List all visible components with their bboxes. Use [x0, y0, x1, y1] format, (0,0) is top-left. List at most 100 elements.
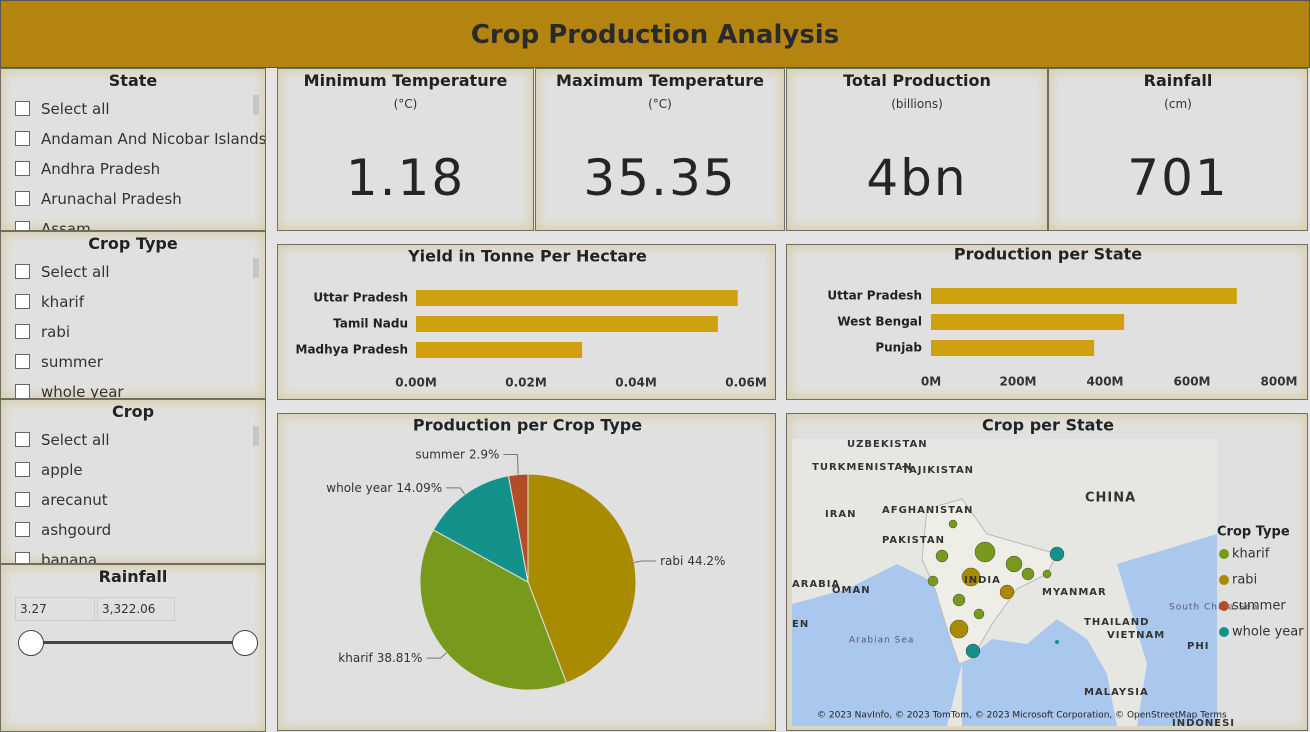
legend-marker	[1219, 549, 1229, 559]
legend-label: whole year	[1232, 625, 1304, 640]
bar	[416, 342, 583, 358]
map-label: TURKMENISTAN	[812, 462, 913, 473]
slicer-title: Crop Type	[88, 234, 178, 253]
leader-line	[503, 453, 519, 475]
slicer-item[interactable]: rabi	[15, 323, 70, 341]
slicer-item-label: kharif	[41, 293, 85, 311]
map-markers	[927, 519, 1065, 659]
data-label-category: whole year	[326, 480, 392, 494]
x-tick-label: 0.04M	[615, 376, 657, 390]
checkbox[interactable]	[15, 354, 30, 369]
checkbox[interactable]	[15, 294, 30, 309]
checkbox[interactable]	[15, 432, 30, 447]
checkbox[interactable]	[15, 324, 30, 339]
slicer-item-label: banana	[41, 551, 98, 564]
checkbox[interactable]	[15, 522, 30, 537]
slicer-item[interactable]: whole year	[15, 383, 124, 399]
scrollbar	[253, 258, 259, 278]
slicer-item[interactable]: summer	[15, 353, 103, 371]
slicer-item[interactable]: Andaman And Nicobar Islands	[15, 130, 266, 148]
range-max[interactable]: 3,322.06	[97, 597, 175, 621]
x-tick-label: 800M	[1261, 375, 1298, 389]
y-tick-label: Tamil Nadu	[333, 317, 408, 331]
checkbox[interactable]	[15, 191, 30, 206]
card-title: Rainfall	[1143, 71, 1213, 90]
x-tick-label: 600M	[1174, 375, 1211, 389]
data-label: whole year 14.09%	[326, 480, 442, 494]
slicer-item[interactable]: Assam	[15, 220, 91, 231]
slicer-item[interactable]: Andhra Pradesh	[15, 160, 160, 178]
slicer[interactable]: Crop Select all apple arecanut ashgourd banan…	[0, 399, 266, 564]
map-panel: Crop per State	[786, 413, 1308, 731]
bar-chart: Production per State 0M 200M 400M 600M 800M Ut…	[827, 245, 1298, 389]
data-label: summer 2.9%	[415, 447, 499, 461]
page-title: Crop Production Analysis	[470, 20, 840, 50]
slicer-item[interactable]: arecanut	[15, 491, 108, 509]
card: Minimum Temperature (°C) 1.18	[277, 68, 534, 231]
y-tick-label: Uttar Pradesh	[313, 291, 408, 305]
slicer-item[interactable]: kharif	[15, 293, 84, 311]
card-title: Maximum Temperature	[556, 71, 764, 90]
map-sea	[1117, 534, 1217, 726]
bar-chart: Yield in Tonne Per Hectare 0.00M 0.02M 0.04…	[296, 247, 767, 390]
slicer[interactable]: Crop Type Select all kharif rabi summer whole…	[0, 231, 266, 399]
slicer-item[interactable]: ashgourd	[15, 521, 111, 539]
slicer-item-label: Assam	[41, 220, 91, 231]
x-tick-label: 400M	[1087, 375, 1124, 389]
pie-slice	[527, 473, 637, 684]
pie-slice	[432, 475, 529, 583]
slicer-item[interactable]: apple	[15, 461, 83, 479]
slicer-item[interactable]: Arunachal Pradesh	[15, 190, 182, 208]
checkbox[interactable]	[15, 221, 30, 230]
slider-handle[interactable]	[232, 630, 258, 656]
slicer-item[interactable]: Select all	[15, 100, 110, 118]
legend-label: rabi	[1232, 573, 1257, 588]
checkbox[interactable]	[15, 264, 30, 279]
chart-title: Yield in Tonne Per Hectare	[407, 247, 647, 266]
map-label: MYANMAR	[1042, 587, 1107, 598]
slicer[interactable]: State Select all Andaman And Nicobar Islan…	[0, 68, 266, 231]
checkbox[interactable]	[15, 384, 30, 398]
scrollbar	[253, 426, 259, 446]
pie-chart: Production per Crop Type rabi 44.2% kharif 3…	[326, 416, 725, 691]
checkbox[interactable]	[15, 462, 30, 477]
slicer-item-label: whole year	[41, 383, 124, 399]
x-tick-label: 0.00M	[395, 376, 437, 390]
data-label-value: 38.81%	[377, 651, 423, 665]
y-tick-label: Madhya Pradesh	[296, 343, 409, 357]
slicer-item[interactable]: Select all	[15, 263, 110, 281]
legend-title: Crop Type	[1217, 525, 1290, 540]
slicer-item[interactable]: banana	[15, 551, 98, 564]
pie-slice	[419, 529, 568, 691]
leader-line	[446, 487, 466, 495]
card-value: 35.35	[583, 149, 737, 207]
card: Total Production (billions) 4bn	[786, 68, 1048, 231]
slider-handle[interactable]	[18, 630, 44, 656]
card-value: 701	[1127, 149, 1229, 207]
map-label: AFGHANISTAN	[882, 505, 973, 516]
legend-label: kharif	[1232, 547, 1270, 562]
checkbox[interactable]	[15, 161, 30, 176]
slicer-title: State	[108, 71, 158, 90]
checkbox[interactable]	[15, 131, 30, 146]
map-label: PHI	[1187, 641, 1209, 652]
y-tick-label: Punjab	[875, 341, 922, 355]
slicer-item-label: Andaman And Nicobar Islands	[41, 130, 266, 148]
bar	[931, 314, 1125, 330]
data-label-category: summer	[415, 447, 465, 461]
checkbox[interactable]	[15, 492, 30, 507]
slicer-item[interactable]: Select all	[15, 431, 110, 449]
map-attribution[interactable]: © 2023 NavInfo, © 2023 TomTom, © 2023 Mi…	[817, 711, 1227, 721]
checkbox[interactable]	[15, 101, 30, 116]
checkbox[interactable]	[15, 552, 30, 563]
map-label: TAJIKISTAN	[902, 465, 974, 476]
map: Crop per State	[792, 416, 1304, 729]
map-title: Crop per State	[982, 416, 1114, 435]
x-tick-label: 200M	[1000, 375, 1037, 389]
card-subtitle: (billions)	[891, 97, 943, 111]
data-label-value: 2.9%	[469, 447, 500, 461]
map-sea	[962, 619, 1117, 726]
slicer-item-label: arecanut	[41, 491, 108, 509]
range-min[interactable]: 3.27	[15, 597, 95, 621]
card: Rainfall (cm) 701	[1048, 68, 1308, 231]
